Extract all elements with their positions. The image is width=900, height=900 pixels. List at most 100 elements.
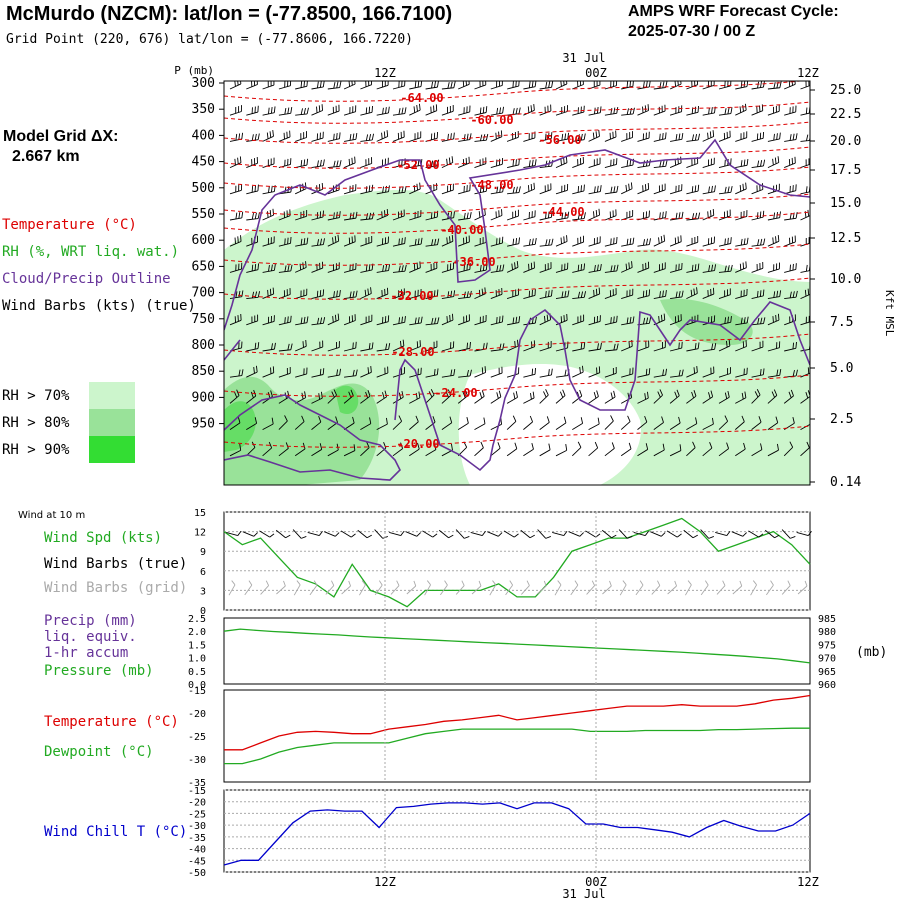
wind-barb-true xyxy=(764,529,780,539)
wind-barb-grid xyxy=(685,580,692,596)
wind-barb-grid xyxy=(635,580,644,596)
wind-barb xyxy=(490,390,502,404)
wind-barb xyxy=(686,287,698,300)
date-bottom-label: 31 Jul xyxy=(562,887,605,900)
wind-barb xyxy=(653,289,667,300)
legend-1hr-accum: 1-hr accum xyxy=(44,645,129,661)
page-title: McMurdo (NZCM): lat/lon = (-77.8500, 166… xyxy=(6,3,453,25)
legend-wind-barbs: Wind Barbs (kts) (true) xyxy=(2,298,196,314)
time-top-label: 00Z xyxy=(585,66,607,80)
wind-barb xyxy=(360,390,371,404)
isotherm-label: -40.00 xyxy=(440,223,483,237)
wind-barb xyxy=(327,160,342,169)
wind-barb xyxy=(604,185,619,195)
isotherm-line xyxy=(224,193,810,216)
wind-barb xyxy=(735,288,748,300)
wind-barb xyxy=(506,130,519,142)
wind-barb xyxy=(686,342,700,352)
height-tick-label: 7.5 xyxy=(830,315,853,330)
wind-barb xyxy=(784,133,798,142)
wind-barb xyxy=(555,444,568,457)
wind-barb xyxy=(555,313,568,326)
wind-barb xyxy=(311,415,322,430)
wind-barb xyxy=(458,341,471,352)
wind-barb xyxy=(588,287,601,300)
height-tick-label: 2.5 xyxy=(830,412,853,427)
wind-barb xyxy=(490,315,504,326)
wind-barb xyxy=(604,158,618,169)
y-tick-label: -15 xyxy=(188,786,206,797)
pressure-right-tick: 985 xyxy=(818,614,836,625)
wind-barb xyxy=(767,290,782,300)
pressure-tick-label: 700 xyxy=(192,286,215,301)
wind-barb xyxy=(295,316,309,326)
wind-barb xyxy=(344,369,358,378)
wind-barb xyxy=(523,238,537,247)
date-top-label: 31 Jul xyxy=(562,51,605,65)
legend-rh70-label: RH > 70% xyxy=(2,388,70,404)
wind-barb xyxy=(784,341,797,352)
wind-barb xyxy=(311,368,325,378)
wind-barb xyxy=(718,186,733,195)
wind-barb xyxy=(506,339,519,352)
wind-barb-grid xyxy=(797,580,808,595)
wind-barb xyxy=(262,129,274,142)
wind-barb-grid xyxy=(325,580,335,595)
pressure-tick-label: 750 xyxy=(192,312,215,327)
wind-barb xyxy=(392,264,407,273)
wind-barb xyxy=(653,234,666,247)
wind-barb xyxy=(392,390,404,404)
wind-barb xyxy=(490,130,503,142)
wind-barb xyxy=(604,366,617,378)
wind-barb-grid xyxy=(700,580,709,596)
wind-barb-true xyxy=(226,530,242,536)
wind-barb xyxy=(686,365,698,378)
wind-barb xyxy=(376,343,391,352)
wind-speed-line xyxy=(223,517,811,608)
wind-barb xyxy=(425,368,439,378)
wind-barb xyxy=(686,133,701,142)
wind-barb xyxy=(572,105,585,116)
wind-barb xyxy=(702,81,715,90)
y-tick-label: -40 xyxy=(188,845,206,856)
wind-barb xyxy=(229,211,244,221)
wind-barb xyxy=(246,417,258,430)
wind-barb xyxy=(767,313,780,326)
wind-barb-grid xyxy=(619,580,627,596)
wind-barb-true xyxy=(796,530,812,536)
wind-barb xyxy=(409,210,422,221)
wind-barb xyxy=(360,235,373,247)
y-tick-label: 2.5 xyxy=(188,614,206,625)
rh-dry-gap-1 xyxy=(458,364,641,485)
wind-barb xyxy=(490,343,505,352)
wind-barb xyxy=(392,315,406,326)
wind-barb xyxy=(588,417,600,430)
wind-barb xyxy=(555,235,568,247)
wind-barb xyxy=(262,185,276,195)
wind-barb xyxy=(735,237,749,247)
wind-barb xyxy=(653,443,665,457)
wind-barb xyxy=(425,389,435,404)
wind-barb xyxy=(572,263,586,273)
wind-barb xyxy=(637,81,651,90)
pressure-right-tick: 975 xyxy=(818,640,836,651)
wind-barb xyxy=(262,236,275,247)
wind-barb-grid xyxy=(781,580,791,595)
pressure-axis-label: P (mb) xyxy=(174,64,214,77)
wind-barb-grid xyxy=(359,580,366,596)
wind-barb xyxy=(490,185,505,195)
isotherm-label: -44.00 xyxy=(541,205,584,219)
height-tick-label: 17.5 xyxy=(830,163,861,178)
time-bottom-label: 00Z xyxy=(585,875,607,889)
wind-barb xyxy=(572,365,584,378)
isotherm-line xyxy=(224,121,810,144)
forecast-cycle-value: 2025-07-30 / 00 Z xyxy=(628,23,756,40)
wind-barb xyxy=(751,289,765,300)
wind-barb xyxy=(555,132,570,142)
wind-barb xyxy=(343,105,357,116)
wind-barb xyxy=(621,367,634,378)
cross-section-frame xyxy=(223,80,811,486)
wind-barb xyxy=(441,234,454,247)
wind-barb xyxy=(588,185,602,195)
